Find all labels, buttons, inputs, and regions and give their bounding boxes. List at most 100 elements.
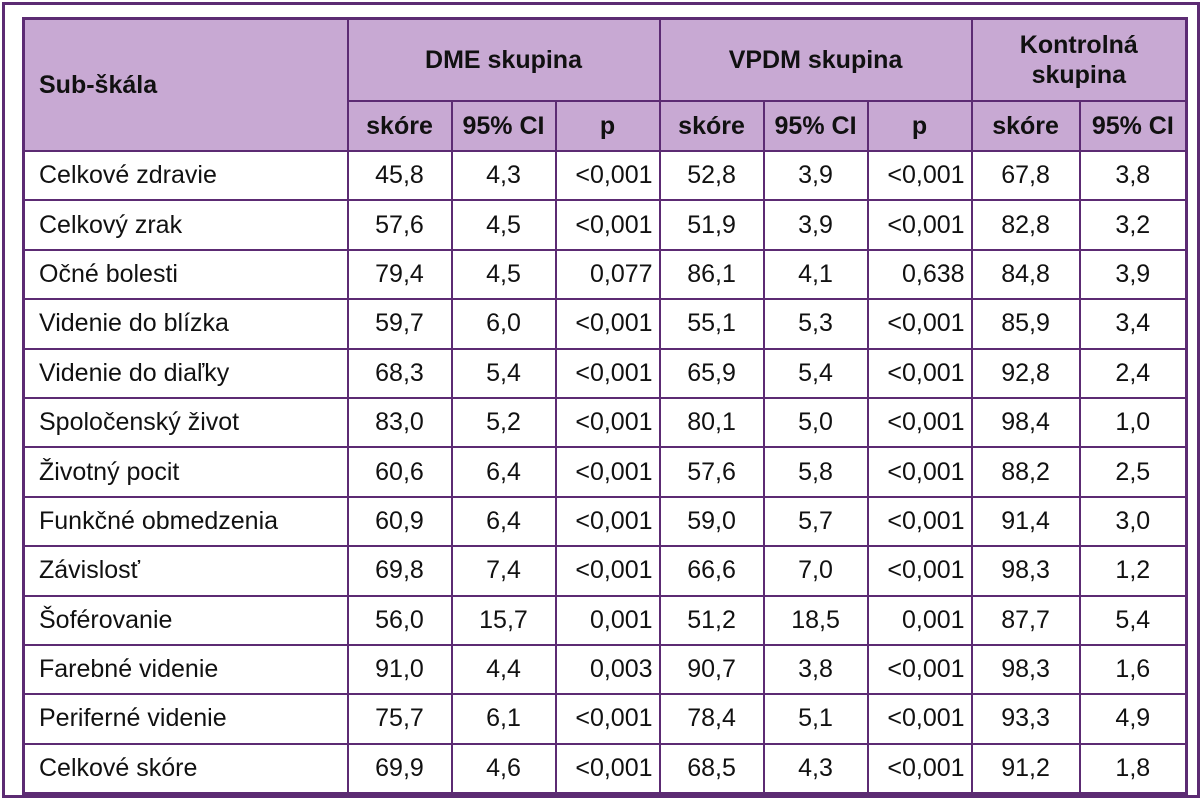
dme-ci-cell: 6,4 (450, 495, 557, 548)
control-ci-cell: 2,5 (1078, 446, 1188, 498)
dme-score-cell: 60,6 (346, 446, 453, 498)
dme-ci-cell: 4,5 (450, 248, 557, 301)
control-score-header: skóre (970, 100, 1081, 152)
table-row: Celkové zdravie 45,8 4,3 <0,001 52,8 3,9 <0,00… (22, 149, 1188, 202)
vpdm-ci-cell: 5,8 (762, 446, 869, 498)
control-score-cell: 98,4 (970, 396, 1081, 449)
control-score-cell: 91,4 (970, 495, 1081, 548)
table-body: Celkové zdravie 45,8 4,3 <0,001 52,8 3,9 <0,00… (22, 149, 1188, 795)
table-row: Farebné videnie 91,0 4,4 0,003 90,7 3,8 <0,001… (22, 643, 1188, 696)
row-label: Celkové zdravie (22, 149, 349, 202)
vpdm-score-cell: 86,1 (658, 248, 765, 301)
control-ci-cell: 3,8 (1078, 149, 1188, 202)
vpdm-score-cell: 90,7 (658, 643, 765, 696)
dme-score-cell: 91,0 (346, 643, 453, 696)
row-label: Celkový zrak (22, 199, 349, 251)
vpdm-p-cell: <0,001 (866, 693, 973, 745)
vpdm-ci-cell: 4,1 (762, 248, 869, 301)
control-group-header: Kontrolná skupina (970, 17, 1188, 102)
dme-ci-cell: 15,7 (450, 594, 557, 646)
control-ci-cell: 1,6 (1078, 643, 1188, 696)
dme-p-cell: <0,001 (554, 545, 661, 597)
dme-ci-header: 95% CI (450, 100, 557, 152)
row-label: Funkčné obmedzenia (22, 495, 349, 548)
control-score-cell: 67,8 (970, 149, 1081, 202)
sub-scale-header: Sub-škála (22, 17, 349, 152)
dme-ci-cell: 6,0 (450, 298, 557, 350)
dme-p-cell: <0,001 (554, 742, 661, 795)
row-label: Šoférovanie (22, 594, 349, 646)
dme-p-cell: 0,003 (554, 643, 661, 696)
dme-p-cell: 0,077 (554, 248, 661, 301)
dme-p-cell: <0,001 (554, 396, 661, 449)
vpdm-p-cell: <0,001 (866, 199, 973, 251)
vpdm-score-header: skóre (658, 100, 765, 152)
vpdm-p-cell: <0,001 (866, 495, 973, 548)
control-score-cell: 98,3 (970, 643, 1081, 696)
row-label: Závislosť (22, 545, 349, 597)
vpdm-score-cell: 55,1 (658, 298, 765, 350)
dme-score-cell: 69,8 (346, 545, 453, 597)
dme-ci-cell: 4,5 (450, 199, 557, 251)
vpdm-ci-cell: 5,1 (762, 693, 869, 745)
control-ci-cell: 1,0 (1078, 396, 1188, 449)
vpdm-ci-cell: 5,3 (762, 298, 869, 350)
control-score-cell: 98,3 (970, 545, 1081, 597)
dme-score-cell: 68,3 (346, 347, 453, 399)
results-table: Sub-škála DME skupina VPDM skupina Kontr… (22, 17, 1189, 796)
row-label: Životný pocit (22, 446, 349, 498)
vpdm-score-cell: 68,5 (658, 742, 765, 795)
control-ci-cell: 2,4 (1078, 347, 1188, 399)
control-ci-cell: 3,2 (1078, 199, 1188, 251)
control-ci-cell: 3,4 (1078, 298, 1188, 350)
vpdm-ci-cell: 3,8 (762, 643, 869, 696)
control-ci-header: 95% CI (1078, 100, 1188, 152)
dme-score-cell: 60,9 (346, 495, 453, 548)
dme-ci-cell: 6,1 (450, 693, 557, 745)
table-row: Spoločenský život 83,0 5,2 <0,001 80,1 5,0 <0,… (22, 396, 1188, 449)
dme-p-header: p (554, 100, 661, 152)
dme-score-cell: 75,7 (346, 693, 453, 745)
vpdm-p-header: p (866, 100, 973, 152)
table-row: Celkové skóre 69,9 4,6 <0,001 68,5 4,3 <0,001 9… (22, 742, 1188, 795)
table-row: Videnie do blízka 59,7 6,0 <0,001 55,1 5,3 <0,… (22, 298, 1188, 350)
dme-ci-cell: 5,4 (450, 347, 557, 399)
dme-score-cell: 45,8 (346, 149, 453, 202)
control-score-cell: 92,8 (970, 347, 1081, 399)
dme-score-cell: 57,6 (346, 199, 453, 251)
row-label: Celkové skóre (22, 742, 349, 795)
table-row: Očné bolesti 79,4 4,5 0,077 86,1 4,1 0,638 84,8… (22, 248, 1188, 301)
vpdm-score-cell: 59,0 (658, 495, 765, 548)
table-row: Šoférovanie 56,0 15,7 0,001 51,2 18,5 0,001 87,… (22, 594, 1188, 646)
vpdm-p-cell: <0,001 (866, 446, 973, 498)
vpdm-score-cell: 51,2 (658, 594, 765, 646)
control-ci-cell: 5,4 (1078, 594, 1188, 646)
vpdm-score-cell: 57,6 (658, 446, 765, 498)
control-ci-cell: 4,9 (1078, 693, 1188, 745)
control-score-cell: 87,7 (970, 594, 1081, 646)
dme-score-cell: 69,9 (346, 742, 453, 795)
vpdm-p-cell: 0,638 (866, 248, 973, 301)
table-row: Funkčné obmedzenia 60,9 6,4 <0,001 59,0 5,7 <0… (22, 495, 1188, 548)
vpdm-ci-header: 95% CI (762, 100, 869, 152)
dme-score-header: skóre (346, 100, 453, 152)
row-label: Videnie do diaľky (22, 347, 349, 399)
vpdm-ci-cell: 5,4 (762, 347, 869, 399)
control-score-cell: 91,2 (970, 742, 1081, 795)
dme-ci-cell: 4,6 (450, 742, 557, 795)
control-score-cell: 84,8 (970, 248, 1081, 301)
control-score-cell: 88,2 (970, 446, 1081, 498)
dme-ci-cell: 4,4 (450, 643, 557, 696)
control-group-header-line2: skupina (1031, 61, 1127, 89)
control-ci-cell: 3,9 (1078, 248, 1188, 301)
control-group-header-line1: Kontrolná (1019, 31, 1138, 59)
dme-p-cell: <0,001 (554, 495, 661, 548)
vpdm-score-cell: 51,9 (658, 199, 765, 251)
dme-p-cell: <0,001 (554, 347, 661, 399)
dme-p-cell: 0,001 (554, 594, 661, 646)
vpdm-ci-cell: 7,0 (762, 545, 869, 597)
control-score-cell: 82,8 (970, 199, 1081, 251)
control-score-cell: 85,9 (970, 298, 1081, 350)
dme-p-cell: <0,001 (554, 693, 661, 745)
